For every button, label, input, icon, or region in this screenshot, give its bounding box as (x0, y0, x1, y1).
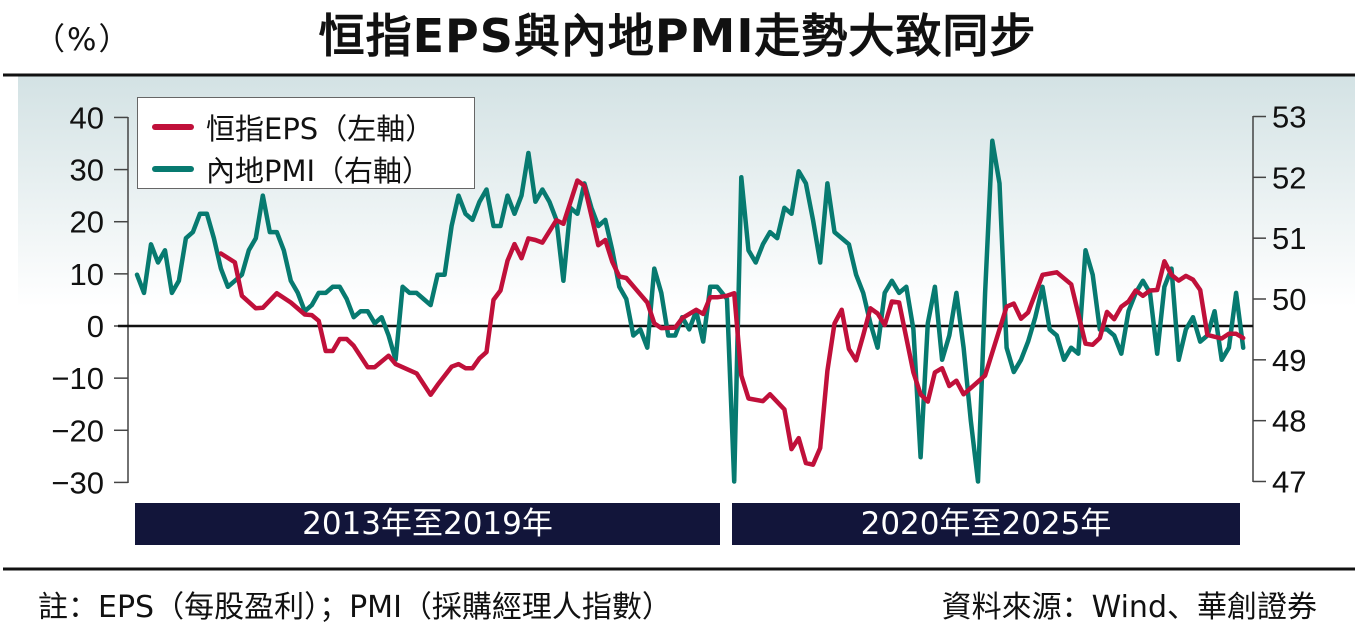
right-tick-label: 51 (1272, 221, 1306, 256)
legend-item-eps: 恒指EPS（左軸） (152, 106, 434, 148)
eps-series-line (218, 178, 1246, 467)
period-bar-2020-2025: 2020年至2025年 (732, 503, 1240, 545)
right-tick-label: 50 (1272, 282, 1306, 317)
legend-eps-label: 恒指EPS（左軸） (206, 112, 435, 146)
legend-pmi-label: 內地PMI（右軸） (206, 154, 432, 188)
legend: 恒指EPS（左軸） 內地PMI（右軸） (137, 97, 475, 189)
left-tick-label: 0 (87, 309, 104, 344)
right-tick-label: 52 (1272, 160, 1306, 195)
left-tick-label: 20 (70, 205, 104, 240)
eps-swatch-icon (152, 124, 194, 130)
right-tick-label: 49 (1272, 343, 1306, 378)
unit-label: （%） (34, 22, 132, 58)
legend-item-pmi: 內地PMI（右軸） (152, 148, 431, 190)
left-tick-label: 30 (70, 153, 104, 188)
left-tick-label: 40 (70, 100, 104, 135)
left-tick-label: −10 (51, 361, 104, 396)
left-tick-label: −20 (51, 413, 104, 448)
left-tick-label: −30 (51, 465, 104, 500)
pmi-swatch-icon (152, 166, 194, 172)
left-tick-label: 10 (70, 257, 104, 292)
right-tick-label: 48 (1272, 404, 1306, 439)
chart-title-text: 恒指EPS與內地PMI走勢大致同步 (318, 9, 1037, 63)
right-tick-label: 47 (1272, 464, 1306, 499)
source-note: 資料來源：Wind、華創證券 (941, 590, 1317, 625)
period-bar-2013-2019: 2013年至2019年 (135, 503, 720, 545)
footnote: 註：EPS（每股盈利）；PMI（採購經理人指數） (38, 590, 672, 625)
right-tick-label: 53 (1272, 100, 1306, 135)
chart-title: 恒指EPS與內地PMI走勢大致同步 (0, 0, 1355, 66)
